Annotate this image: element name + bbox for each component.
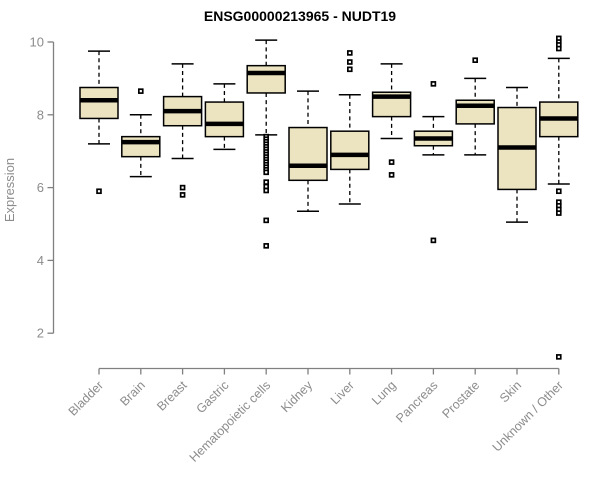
outlier-point bbox=[556, 210, 562, 216]
y-tick-label: 8 bbox=[37, 107, 44, 122]
box-group-kidney bbox=[288, 90, 328, 213]
y-tick-label: 10 bbox=[30, 35, 44, 50]
outlier-point bbox=[138, 88, 144, 94]
outlier-point bbox=[430, 81, 437, 87]
box-group-hematopoietic-cells bbox=[246, 39, 286, 249]
outlier-point bbox=[347, 50, 353, 56]
x-category-label: Lung bbox=[369, 378, 399, 408]
x-category-label: Prostate bbox=[439, 378, 482, 421]
box-group-breast bbox=[162, 63, 203, 198]
y-tick-label: 4 bbox=[37, 253, 44, 268]
outlier-point bbox=[430, 237, 437, 244]
y-tick-label: 6 bbox=[37, 180, 44, 195]
x-category-label: Kidney bbox=[278, 378, 315, 415]
x-category-label: Hematopoietic cells bbox=[187, 378, 274, 465]
y-tick-label: 2 bbox=[37, 326, 44, 341]
box-group-bladder bbox=[79, 50, 119, 195]
outlier-point bbox=[556, 203, 562, 209]
outlier-point bbox=[472, 57, 478, 63]
chart-title: ENSG00000213965 - NUDT19 bbox=[204, 8, 396, 24]
outlier-point bbox=[556, 35, 562, 42]
box-group-gastric bbox=[204, 83, 245, 151]
outlier-point bbox=[347, 59, 353, 65]
outlier-point bbox=[556, 42, 562, 48]
outlier-point bbox=[556, 45, 562, 52]
outlier-point bbox=[556, 354, 562, 360]
box-group-lung bbox=[371, 63, 412, 178]
outlier-point bbox=[96, 188, 102, 195]
outlier-point bbox=[263, 217, 269, 224]
x-category-label: Brain bbox=[117, 378, 148, 409]
outlier-point bbox=[263, 183, 269, 190]
outlier-point bbox=[263, 243, 269, 249]
outlier-point bbox=[556, 199, 562, 205]
outlier-point bbox=[556, 39, 562, 45]
outlier-point bbox=[179, 192, 186, 198]
box-group-pancreas bbox=[413, 81, 454, 244]
x-category-label: Pancreas bbox=[393, 378, 440, 425]
x-category-label: Liver bbox=[328, 378, 357, 407]
box-group-skin bbox=[497, 86, 537, 223]
outlier-point bbox=[347, 66, 353, 73]
outlier-point bbox=[556, 206, 562, 213]
x-category-label: Bladder bbox=[66, 378, 106, 418]
outlier-point bbox=[556, 188, 562, 195]
box-group-liver bbox=[330, 50, 370, 205]
y-axis: 2 4 6 8 10 bbox=[30, 35, 55, 341]
outlier-point bbox=[388, 172, 395, 178]
x-category-label: Gastric bbox=[194, 378, 232, 416]
outlier-point bbox=[388, 159, 395, 165]
box-series bbox=[79, 35, 579, 360]
x-category-label: Unknown / Other bbox=[490, 378, 566, 454]
x-category-label: Breast bbox=[154, 378, 190, 414]
x-category-label: Skin bbox=[497, 378, 524, 405]
outlier-point bbox=[263, 187, 269, 194]
box-group-brain bbox=[121, 88, 161, 178]
outlier-point bbox=[263, 169, 269, 176]
box-group-prostate bbox=[455, 57, 495, 156]
y-axis-label: Expression bbox=[2, 158, 17, 222]
outlier-point bbox=[263, 179, 269, 185]
outlier-point bbox=[179, 184, 186, 191]
box-group-unknown-other bbox=[539, 35, 579, 360]
